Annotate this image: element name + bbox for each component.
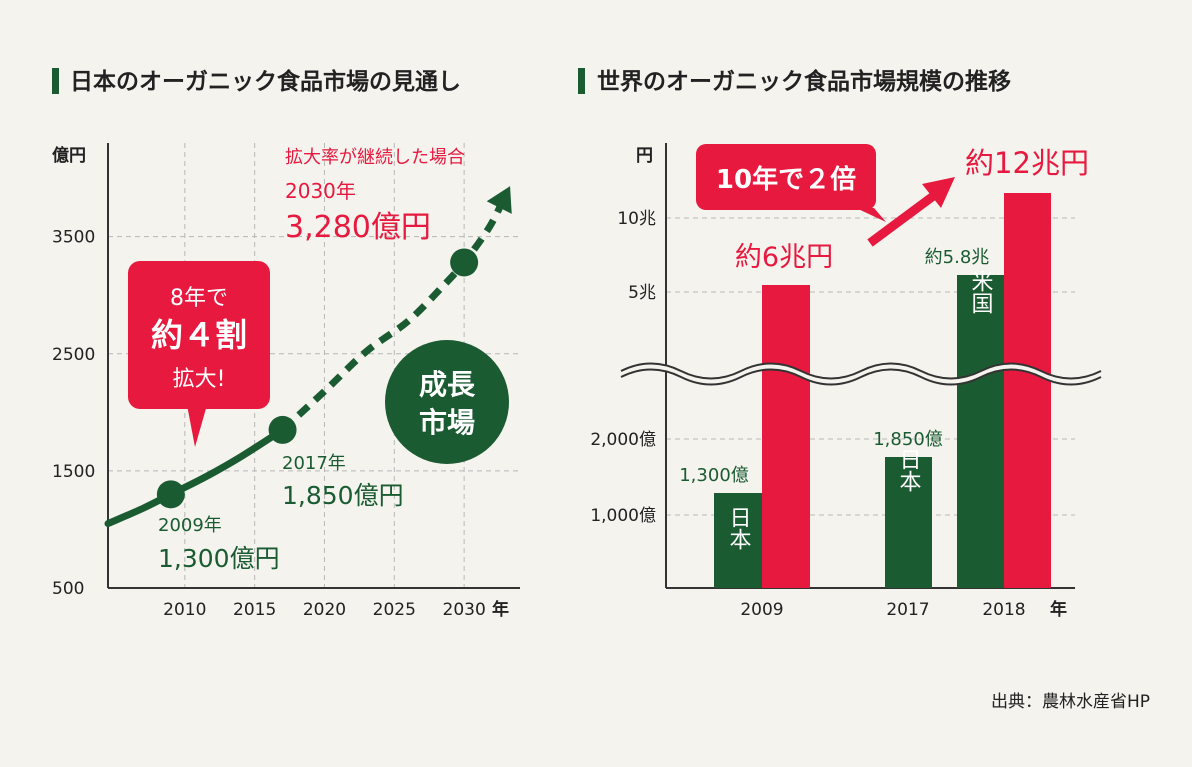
axis-break-line-bottom bbox=[620, 368, 1102, 386]
point-label-2017-value: 1,850億円 bbox=[282, 481, 404, 510]
callout-pointer bbox=[187, 405, 207, 447]
point-label-2030-value: 3,280億円 bbox=[285, 210, 431, 245]
x-category-2018: 2018 bbox=[982, 600, 1025, 620]
left-x-tick-2015: 2015 bbox=[233, 600, 276, 620]
doubling-bubble bbox=[696, 144, 876, 210]
right-y-tick-2000oku: 2,000億 bbox=[590, 430, 656, 450]
axis-break-line-top bbox=[620, 362, 1102, 380]
callout-line-3: 拡大! bbox=[173, 367, 226, 392]
callout-line-2: 約４割 bbox=[151, 316, 247, 354]
left-x-tick-2030: 2030 bbox=[443, 600, 486, 620]
scenario-note: 拡大率が継続した場合 bbox=[285, 147, 465, 168]
value-label-japan-2009: 1,300億 bbox=[679, 465, 749, 486]
right-y-tick-5cho: 5兆 bbox=[628, 283, 656, 303]
bar-world-2018 bbox=[1004, 193, 1051, 588]
left-y-tick-1500: 1500 bbox=[52, 462, 95, 482]
left-y-tick-3500: 3500 bbox=[52, 228, 95, 248]
value-label-japan-2017: 1,850億 bbox=[873, 429, 943, 450]
right-y-unit: 円 bbox=[636, 146, 653, 166]
left-y-tick-2500: 2500 bbox=[52, 345, 95, 365]
badge-circle bbox=[385, 340, 509, 464]
x-category-2009: 2009 bbox=[740, 600, 783, 620]
callout-bubble bbox=[128, 261, 270, 409]
growth-callout: 8年で 約４割 拡大! bbox=[128, 261, 270, 447]
left-x-unit: 年 bbox=[492, 599, 509, 620]
source-note: 出典：農林水産省HP bbox=[991, 692, 1150, 712]
left-x-tick-2020: 2020 bbox=[303, 600, 346, 620]
doubling-text: 10年で２倍 bbox=[716, 164, 856, 195]
value-label-usa-2018: 約5.8兆 bbox=[925, 247, 990, 268]
data-point-2017 bbox=[268, 415, 297, 444]
bar-usa-2018 bbox=[957, 275, 1004, 588]
bar-label-usa-2018: 米国 bbox=[968, 270, 994, 314]
right-y-tick-1000oku: 1,000億 bbox=[590, 506, 656, 526]
growth-curve-actual bbox=[104, 426, 287, 528]
left-y-tick-labels: 500 1500 2500 3500 bbox=[52, 228, 95, 599]
axis-break bbox=[620, 362, 1102, 386]
data-point-2030 bbox=[450, 248, 479, 277]
left-chart-title: 日本のオーガニック食品市場の見通し bbox=[70, 68, 461, 95]
growth-market-badge: 成長 市場 bbox=[385, 340, 509, 464]
right-title-marker bbox=[578, 68, 585, 94]
left-x-tick-2025: 2025 bbox=[373, 600, 416, 620]
x-category-2017: 2017 bbox=[886, 600, 929, 620]
right-y-tick-10cho: 10兆 bbox=[617, 209, 656, 229]
doubling-arrow-shaft bbox=[867, 190, 939, 247]
left-y-tick-500: 500 bbox=[52, 579, 84, 599]
doubling-bubble-pointer bbox=[856, 208, 886, 222]
value-label-world-2018: 約12兆円 bbox=[965, 146, 1089, 180]
doubling-callout: 10年で２倍 bbox=[696, 144, 886, 222]
growth-curve-projection bbox=[280, 195, 508, 433]
right-x-unit: 年 bbox=[1050, 599, 1067, 620]
point-label-2017-year: 2017年 bbox=[282, 453, 346, 474]
data-point-2009 bbox=[156, 480, 185, 509]
point-label-2009-year: 2009年 bbox=[158, 515, 222, 536]
value-label-world-2009: 約6兆円 bbox=[735, 242, 833, 273]
bar-label-japan-2017: 日本 bbox=[896, 448, 922, 492]
point-label-2009-value: 1,300億円 bbox=[158, 544, 280, 573]
left-y-unit: 億円 bbox=[52, 145, 86, 166]
left-x-tick-labels: 2010 2015 2020 2025 2030 bbox=[163, 600, 486, 620]
left-x-tick-2010: 2010 bbox=[163, 600, 206, 620]
doubling-arrow bbox=[867, 177, 955, 247]
left-title-marker bbox=[52, 68, 59, 94]
bar-japan-2009 bbox=[714, 493, 762, 588]
bar-japan-2017 bbox=[885, 457, 932, 588]
badge-line-2: 市場 bbox=[419, 406, 475, 439]
bar-label-japan-2009: 日本 bbox=[726, 506, 752, 550]
projection-arrow-head bbox=[486, 186, 512, 214]
bar-world-2009 bbox=[762, 285, 810, 588]
data-points bbox=[156, 248, 479, 509]
doubling-arrow-head bbox=[922, 177, 955, 208]
axis-break-band bbox=[621, 363, 1101, 385]
callout-line-1: 8年で bbox=[170, 286, 228, 311]
point-label-2030-year: 2030年 bbox=[285, 179, 356, 203]
badge-line-1: 成長 bbox=[419, 368, 476, 401]
right-chart-title: 世界のオーガニック食品市場規模の推移 bbox=[597, 68, 1011, 95]
